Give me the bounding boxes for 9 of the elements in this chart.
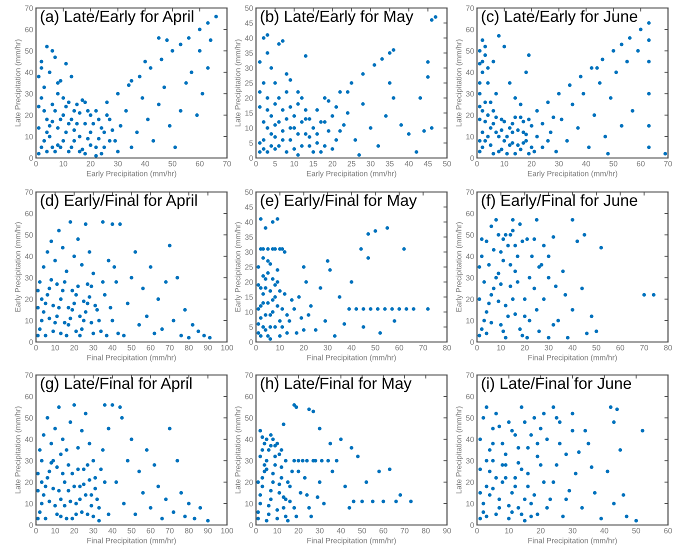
chart-title: (b) Late/Early for May <box>260 10 414 26</box>
chart-title: (e) Early/Final for May <box>260 194 417 210</box>
chart-title: (c) Late/Early for June <box>482 10 638 26</box>
chart-title: (d) Early/Final for April <box>40 194 197 210</box>
chart-title: (f) Early/Final for June <box>482 194 638 210</box>
chart-title: (g) Late/Final for April <box>40 377 192 392</box>
chart-title: (a) Late/Early for April <box>40 10 194 26</box>
chart-title: (i) Late/Final for June <box>482 377 632 392</box>
chart-title: (h) Late/Final for May <box>260 377 412 392</box>
